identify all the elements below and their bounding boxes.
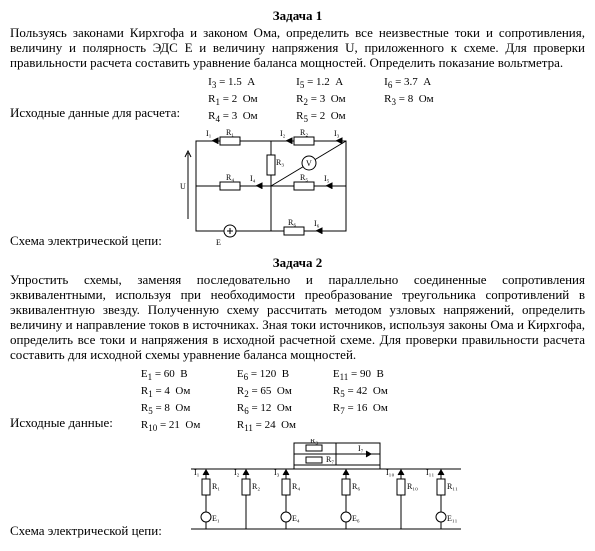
task2-data-block: Исходные данные: E1 = 60 ВE6 = 120 ВE11 … (10, 367, 585, 435)
d2-E6: E₆ (352, 514, 360, 523)
data-value: R10 = 21 Ом (141, 418, 237, 435)
d1-E: E (216, 238, 221, 247)
d2-I7: I₇ (358, 444, 364, 453)
data-row: I3 = 1.5 AI5 = 1.2 AI6 = 3.7 A (208, 75, 472, 92)
data-value: E6 = 120 В (237, 367, 333, 384)
task2-diagram: I₁ I₂ I₃ R₃ R₇ I₇ I₁₀ I₁₁ R₁ R₂ R₄ R₆ R₁… (176, 439, 476, 543)
data-row: R5 = 8 ОмR6 = 12 ОмR7 = 16 Ом (141, 401, 429, 418)
d1-U: U (180, 182, 186, 191)
task1-data-values: I3 = 1.5 AI5 = 1.2 AI6 = 3.7 AR1 = 2 ОмR… (208, 75, 472, 126)
data-value: R11 = 24 Ом (237, 418, 333, 435)
data-value: R3 = 8 Ом (384, 92, 472, 109)
d1-I3: I₃ (334, 129, 340, 138)
task2-paragraph: Упростить схемы, заменяя последовательно… (10, 273, 585, 363)
task2-scheme-label: Схема электрической цепи: (10, 523, 162, 543)
task1-diagram: U I₁ R₁ I₂ R₂ I₃ R₃ V R₄ I₄ R₅ I₅ E R₆ I… (176, 129, 366, 253)
task1-data-label: Исходные данные для расчета: (10, 105, 180, 125)
d2-E11: E₁₁ (447, 514, 458, 523)
d1-R1: R₁ (226, 129, 234, 137)
task1-scheme-label: Схема электрической цепи: (10, 233, 162, 253)
d1-I6: I₆ (314, 219, 320, 228)
d2-R6: R₆ (352, 482, 360, 491)
d1-R5: R₅ (300, 173, 308, 182)
data-value: R7 = 16 Ом (333, 401, 429, 418)
d1-R3: R₃ (276, 158, 284, 167)
d2-I2: I₂ (234, 468, 240, 477)
task1-title: Задача 1 (10, 8, 585, 24)
d2-R2: R₂ (252, 482, 260, 491)
d2-R1: R₁ (212, 482, 220, 491)
task2-title: Задача 2 (10, 255, 585, 271)
d1-I2: I₂ (280, 129, 286, 138)
d2-I1: I₁ (194, 468, 200, 477)
data-row: E1 = 60 ВE6 = 120 ВE11 = 90 В (141, 367, 429, 384)
d1-R6: R₆ (288, 218, 296, 227)
data-row: R4 = 3 ОмR5 = 2 Ом (208, 109, 472, 126)
task2-scheme-row: Схема электрической цепи: (10, 439, 585, 543)
d2-R10: R₁₀ (407, 482, 418, 491)
d1-R2: R₂ (300, 129, 308, 137)
d1-I5: I₅ (324, 174, 330, 183)
data-value: R6 = 12 Ом (237, 401, 333, 418)
d2-I11: I₁₁ (426, 468, 434, 477)
data-value: E1 = 60 В (141, 367, 237, 384)
d2-R4: R₄ (292, 482, 300, 491)
data-value: I6 = 3.7 A (384, 75, 472, 92)
data-row: R10 = 21 ОмR11 = 24 Ом (141, 418, 429, 435)
data-value: R5 = 42 Ом (333, 384, 429, 401)
d2-R7: R₇ (326, 455, 334, 464)
data-value: R5 = 8 Ом (141, 401, 237, 418)
data-row: R1 = 4 ОмR2 = 65 ОмR5 = 42 Ом (141, 384, 429, 401)
d1-V: V (306, 159, 312, 168)
data-value: I3 = 1.5 A (208, 75, 296, 92)
d2-R11: R₁₁ (447, 482, 458, 491)
d1-I1: I₁ (206, 129, 212, 138)
data-value: R2 = 65 Ом (237, 384, 333, 401)
task1-data-block: Исходные данные для расчета: I3 = 1.5 AI… (10, 75, 585, 126)
task1-paragraph: Пользуясь законами Кирхгофа и законом Ом… (10, 26, 585, 71)
d1-I4: I₄ (250, 174, 256, 183)
task2-data-label: Исходные данные: (10, 415, 113, 435)
d2-E1: E₁ (212, 514, 220, 523)
data-value: R5 = 2 Ом (296, 109, 384, 126)
data-value: I5 = 1.2 A (296, 75, 384, 92)
data-value: R1 = 2 Ом (208, 92, 296, 109)
d2-I10: I₁₀ (386, 468, 394, 477)
data-value: R4 = 3 Ом (208, 109, 296, 126)
d1-R4: R₄ (226, 173, 234, 182)
data-row: R1 = 2 ОмR2 = 3 ОмR3 = 8 Ом (208, 92, 472, 109)
data-value: R2 = 3 Ом (296, 92, 384, 109)
task1-scheme-row: Схема электрической цепи: (10, 129, 585, 253)
d2-R3: R₃ (310, 439, 318, 445)
data-value: R1 = 4 Ом (141, 384, 237, 401)
data-value: E11 = 90 В (333, 367, 429, 384)
d2-I3: I₃ (274, 468, 280, 477)
task2-data-values: E1 = 60 ВE6 = 120 ВE11 = 90 ВR1 = 4 ОмR2… (141, 367, 429, 435)
d2-E4: E₄ (292, 514, 300, 523)
